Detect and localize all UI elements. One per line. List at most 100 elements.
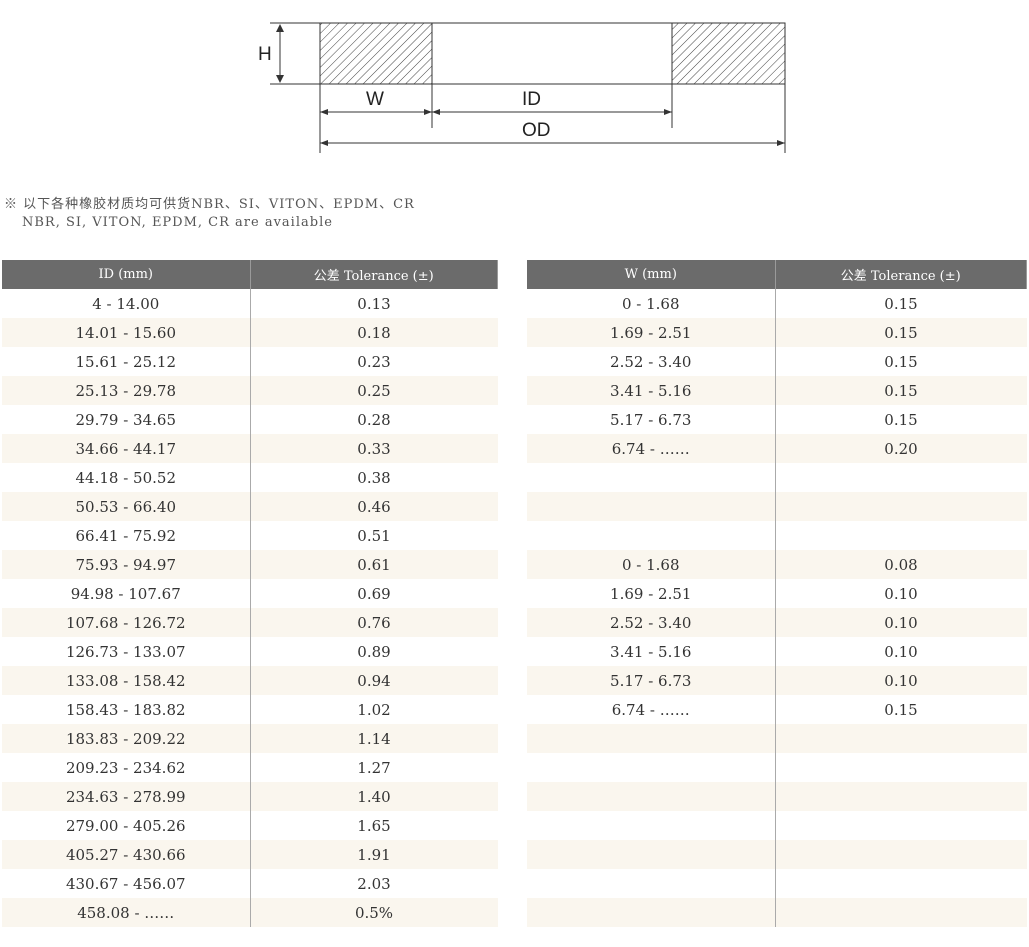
range-cell: 430.67 - 456.07 bbox=[2, 869, 251, 898]
table-row: 234.63 - 278.99 1.40 bbox=[2, 782, 498, 811]
table-row bbox=[527, 811, 1027, 840]
table-row: 6.74 - …… 0.20 bbox=[527, 434, 1027, 463]
table-row bbox=[527, 724, 1027, 753]
table-row: 183.83 - 209.22 1.14 bbox=[2, 724, 498, 753]
tolerance-cell: 0.38 bbox=[357, 468, 391, 487]
table-row: 158.43 - 183.82 1.02 bbox=[2, 695, 498, 724]
tolerance-cell: 0.61 bbox=[250, 550, 498, 579]
range-cell: 94.98 - 107.67 bbox=[2, 579, 251, 608]
range-cell: 1.69 - 2.51 bbox=[527, 318, 776, 347]
range-cell: 234.63 - 278.99 bbox=[2, 782, 251, 811]
tolerance-cell bbox=[775, 840, 1027, 869]
tolerance-cell bbox=[775, 463, 1027, 492]
range-cell bbox=[527, 869, 776, 898]
tolerance-cell: 0.25 bbox=[250, 376, 498, 405]
range-cell: 133.08 - 158.42 bbox=[2, 666, 251, 695]
tolerance-cell: 0.76 bbox=[250, 608, 498, 637]
table-row bbox=[527, 753, 1027, 782]
table-row: 34.66 - 44.17 0.33 bbox=[2, 434, 498, 463]
tolerance-cell bbox=[775, 869, 1027, 898]
table-row bbox=[527, 898, 1027, 927]
table-row: 6.74 - …… 0.15 bbox=[527, 695, 1027, 724]
id-tolerance-table: ID (mm) 公差 Tolerance (±) 4 - 14.00 0.13 14.0… bbox=[2, 260, 498, 927]
tolerance-cell: 0.10 bbox=[775, 666, 1027, 695]
tolerance-cell: 0.69 bbox=[357, 584, 391, 603]
tolerance-cell: 0.28 bbox=[357, 410, 391, 429]
range-cell bbox=[527, 782, 776, 811]
tolerance-cell: 0.15 bbox=[884, 294, 918, 313]
range-cell bbox=[527, 753, 776, 782]
range-cell: 126.73 - 133.07 bbox=[2, 637, 251, 666]
tolerance-cell: 0.89 bbox=[357, 642, 391, 661]
tolerance-cell: 0.10 bbox=[775, 608, 1027, 637]
range-cell: 458.08 - …… bbox=[2, 898, 251, 927]
column-header: 公差 Tolerance (±) bbox=[250, 260, 498, 289]
range-cell bbox=[527, 898, 776, 927]
range-cell: 15.61 - 25.12 bbox=[2, 347, 251, 376]
range-cell: 1.69 - 2.51 bbox=[527, 579, 776, 608]
table-row: 5.17 - 6.73 0.15 bbox=[527, 405, 1027, 434]
table-row: 3.41 - 5.16 0.15 bbox=[527, 376, 1027, 405]
tolerance-cell: 0.46 bbox=[250, 492, 498, 521]
table-row: 94.98 - 107.67 0.69 bbox=[2, 579, 498, 608]
tolerance-cell: 1.65 bbox=[357, 816, 391, 835]
range-cell: 50.53 - 66.40 bbox=[2, 492, 251, 521]
range-cell: 0 - 1.68 bbox=[527, 289, 776, 318]
range-cell: 0 - 1.68 bbox=[527, 550, 776, 579]
table-row: 3.41 - 5.16 0.10 bbox=[527, 637, 1027, 666]
tolerance-cell: 0.15 bbox=[775, 376, 1027, 405]
table-row bbox=[527, 521, 1027, 550]
table-row bbox=[527, 463, 1027, 492]
table-row: 29.79 - 34.65 0.28 bbox=[2, 405, 498, 434]
width-tolerance-table: W (mm) 公差 Tolerance (±) 0 - 1.68 0.15 1.69 -… bbox=[527, 260, 1027, 927]
tolerance-cell: 0.33 bbox=[250, 434, 498, 463]
inner-diameter-label: ID bbox=[522, 89, 541, 110]
table-row: 66.41 - 75.92 0.51 bbox=[2, 521, 498, 550]
table-row: 2.52 - 3.40 0.10 bbox=[527, 608, 1027, 637]
range-cell bbox=[527, 463, 776, 492]
tolerance-cell bbox=[775, 724, 1027, 753]
table-row: 1.69 - 2.51 0.15 bbox=[527, 318, 1027, 347]
height-label: H bbox=[258, 44, 272, 65]
table-row: 107.68 - 126.72 0.76 bbox=[2, 608, 498, 637]
range-cell bbox=[527, 840, 776, 869]
range-cell: 5.17 - 6.73 bbox=[527, 666, 776, 695]
range-cell: 44.18 - 50.52 bbox=[2, 463, 251, 492]
tolerance-cell: 0.5% bbox=[250, 898, 498, 927]
tolerance-cell: 1.02 bbox=[357, 700, 391, 719]
material-note-en: NBR, SI, VITON, EPDM, CR are available bbox=[22, 215, 333, 230]
range-cell: 3.41 - 5.16 bbox=[527, 637, 776, 666]
tolerance-cell: 0.15 bbox=[884, 352, 918, 371]
range-cell: 2.52 - 3.40 bbox=[527, 608, 776, 637]
range-cell: 75.93 - 94.97 bbox=[2, 550, 251, 579]
table-row: 133.08 - 158.42 0.94 bbox=[2, 666, 498, 695]
table-row: 458.08 - …… 0.5% bbox=[2, 898, 498, 927]
range-cell bbox=[527, 724, 776, 753]
table-row: 25.13 - 29.78 0.25 bbox=[2, 376, 498, 405]
tolerance-cell: 0.15 bbox=[775, 318, 1027, 347]
tolerance-cell: 0.15 bbox=[884, 700, 918, 719]
table-row: 1.69 - 2.51 0.10 bbox=[527, 579, 1027, 608]
range-cell: 6.74 - …… bbox=[527, 695, 776, 724]
range-cell: 5.17 - 6.73 bbox=[527, 405, 776, 434]
range-cell: 107.68 - 126.72 bbox=[2, 608, 251, 637]
range-cell: 34.66 - 44.17 bbox=[2, 434, 251, 463]
range-cell: 405.27 - 430.66 bbox=[2, 840, 251, 869]
table-row: 15.61 - 25.12 0.23 bbox=[2, 347, 498, 376]
tolerance-cell: 0.10 bbox=[884, 584, 918, 603]
range-cell: 14.01 - 15.60 bbox=[2, 318, 251, 347]
tolerance-cell: 0.15 bbox=[884, 410, 918, 429]
range-cell: 209.23 - 234.62 bbox=[2, 753, 251, 782]
range-cell: 158.43 - 183.82 bbox=[2, 695, 251, 724]
table-row: 5.17 - 6.73 0.10 bbox=[527, 666, 1027, 695]
tolerance-cell bbox=[775, 521, 1027, 550]
range-cell: 4 - 14.00 bbox=[2, 289, 251, 318]
column-header: 公差 Tolerance (±) bbox=[775, 260, 1027, 289]
tolerance-cell: 0.20 bbox=[775, 434, 1027, 463]
table-row: 126.73 - 133.07 0.89 bbox=[2, 637, 498, 666]
tolerance-cell: 0.08 bbox=[775, 550, 1027, 579]
tolerance-cell: 1.27 bbox=[357, 758, 391, 777]
table-row: 430.67 - 456.07 2.03 bbox=[2, 869, 498, 898]
table-row: 2.52 - 3.40 0.15 bbox=[527, 347, 1027, 376]
range-cell: 66.41 - 75.92 bbox=[2, 521, 251, 550]
